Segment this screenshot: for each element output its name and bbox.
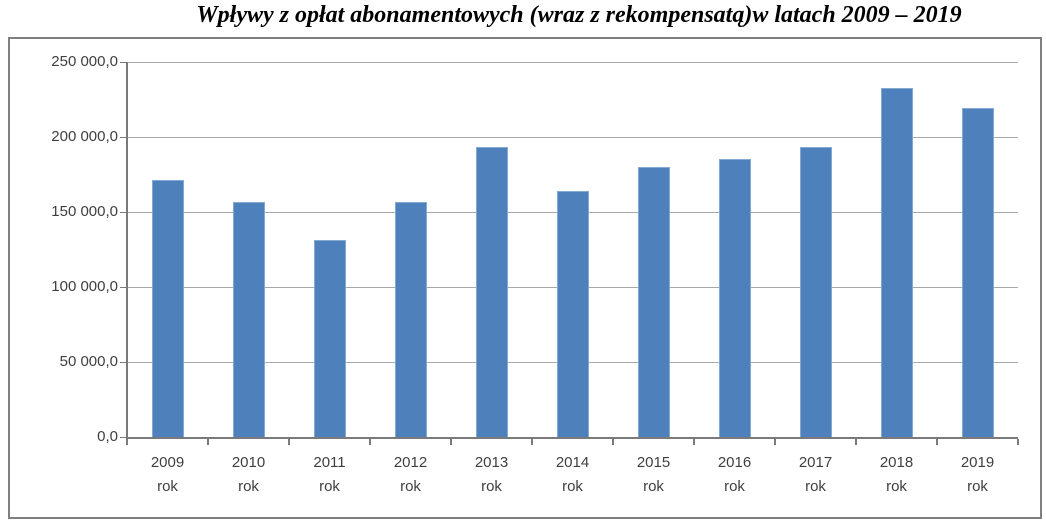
y-axis-tick: [120, 137, 127, 138]
y-axis-label: 250 000,0: [51, 53, 118, 70]
x-label-suffix: rok: [157, 478, 178, 495]
y-axis-tick: [120, 62, 127, 63]
x-label-year: 2017: [798, 454, 833, 471]
x-axis-tick: [693, 439, 695, 445]
x-axis-line: [127, 437, 1018, 439]
x-axis-tick: [126, 439, 128, 445]
x-axis-tick: [450, 439, 452, 445]
bar-2019: [962, 108, 994, 437]
x-axis-label-2013: 2013 rok: [451, 451, 532, 499]
y-axis-line: [126, 62, 128, 439]
x-label-year: 2011: [313, 454, 346, 471]
x-label-suffix: rok: [562, 478, 583, 495]
x-axis-label-2009: 2009 rok: [127, 451, 208, 499]
x-label-year: 2012: [393, 454, 428, 471]
bar-2012: [395, 202, 427, 437]
x-axis-tick: [1017, 439, 1019, 445]
x-label-suffix: rok: [967, 478, 988, 495]
chart-title: Wpływy z opłat abonamentowych (wraz z re…: [196, 2, 962, 28]
x-axis-tick: [531, 439, 533, 445]
x-axis-tick: [207, 439, 209, 445]
gridline: [127, 62, 1018, 63]
bar-2014: [557, 191, 589, 437]
x-label-year: 2010: [231, 454, 266, 471]
x-label-suffix: rok: [481, 478, 502, 495]
bar-2017: [800, 147, 832, 437]
x-axis-tick: [369, 439, 371, 445]
x-axis-label-2011: 2011 rok: [289, 451, 370, 499]
x-axis-label-2016: 2016 rok: [694, 451, 775, 499]
x-axis-tick: [855, 439, 857, 445]
x-label-year: 2014: [555, 454, 590, 471]
bar-2010: [233, 202, 265, 437]
bar-2011: [314, 240, 346, 437]
x-axis-label-2012: 2012 rok: [370, 451, 451, 499]
x-label-suffix: rok: [319, 478, 340, 495]
x-axis-label-2017: 2017 rok: [775, 451, 856, 499]
bar-2009: [152, 180, 184, 437]
y-axis-label: 50 000,0: [59, 353, 118, 370]
x-label-suffix: rok: [724, 478, 745, 495]
x-label-year: 2018: [879, 454, 914, 471]
x-label-suffix: rok: [805, 478, 826, 495]
x-label-suffix: rok: [238, 478, 259, 495]
x-axis-tick: [288, 439, 290, 445]
y-axis-tick: [120, 212, 127, 213]
gridline: [127, 137, 1018, 138]
x-axis-label-2018: 2018 rok: [856, 451, 937, 499]
x-label-year: 2015: [636, 454, 671, 471]
x-label-year: 2019: [960, 454, 995, 471]
bar-2016: [719, 159, 751, 437]
y-axis-tick: [120, 437, 127, 438]
x-axis-label-2014: 2014 rok: [532, 451, 613, 499]
x-label-suffix: rok: [886, 478, 907, 495]
x-label-year: 2009: [150, 454, 185, 471]
y-axis-label: 200 000,0: [51, 128, 118, 145]
x-label-year: 2016: [717, 454, 752, 471]
y-axis-tick: [120, 362, 127, 363]
x-axis-tick: [612, 439, 614, 445]
x-axis-label-2010: 2010 rok: [208, 451, 289, 499]
y-axis-label: 0,0: [97, 428, 118, 445]
bar-2015: [638, 167, 670, 437]
y-axis-label: 150 000,0: [51, 203, 118, 220]
x-label-year: 2013: [474, 454, 509, 471]
y-axis-tick: [120, 287, 127, 288]
x-axis-tick: [936, 439, 938, 445]
x-label-suffix: rok: [400, 478, 421, 495]
x-axis-label-2019: 2019 rok: [937, 451, 1018, 499]
chart-frame: 0,0 50 000,0 100 000,0 150 000,0 200 000,0 25…: [8, 37, 1042, 519]
bar-2013: [476, 147, 508, 437]
x-axis-label-2015: 2015 rok: [613, 451, 694, 499]
bar-2018: [881, 88, 913, 437]
y-axis-label: 100 000,0: [51, 278, 118, 295]
x-axis-tick: [774, 439, 776, 445]
x-label-suffix: rok: [643, 478, 664, 495]
